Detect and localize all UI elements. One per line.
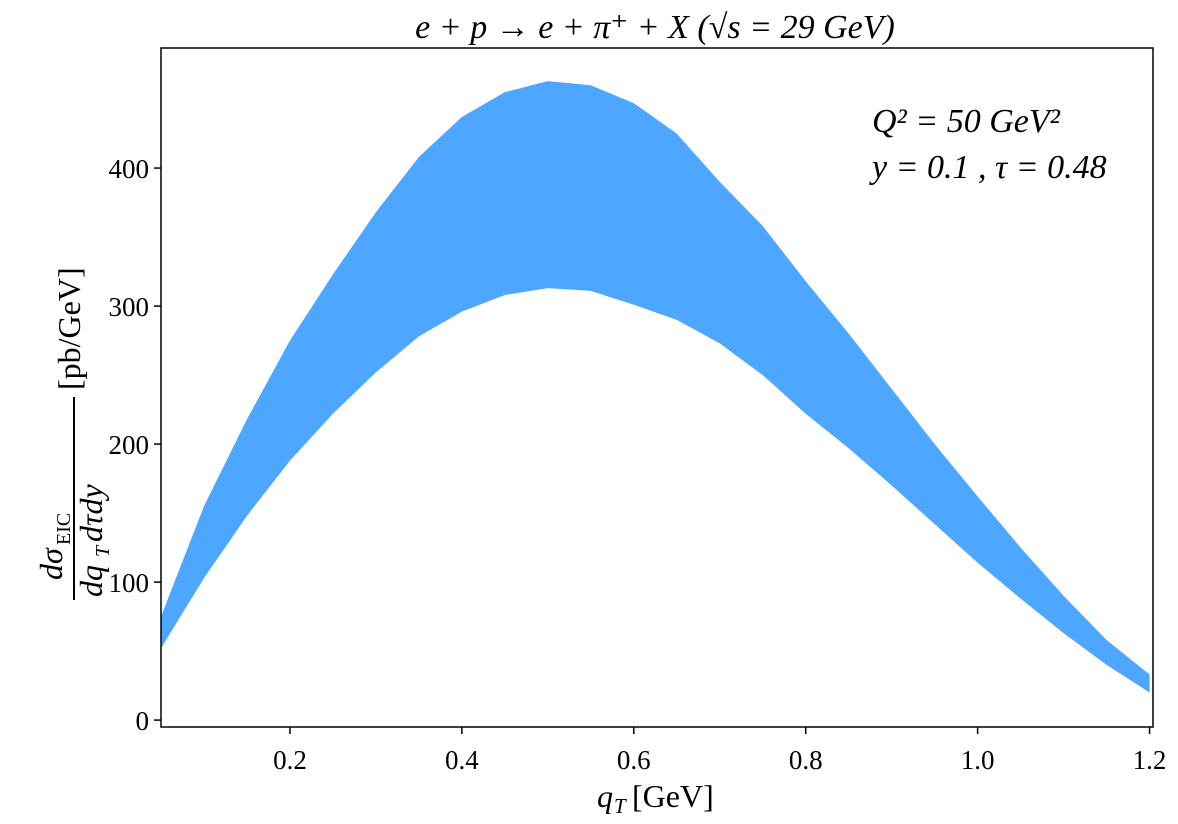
x-label-symbol: q (597, 778, 613, 814)
x-label-unit: [GeV] (632, 778, 714, 814)
uncertainty-band (161, 81, 1150, 693)
x-tick-label: 0.6 (617, 745, 651, 775)
y-axis-label: dσ EIC dq T dτdy [pb/GeV] (33, 267, 114, 600)
x-tick-label: 1.2 (1133, 745, 1167, 775)
y-tick-label: 200 (109, 430, 150, 460)
x-tick-label: 0.2 (273, 745, 307, 775)
y-tick-label: 0 (136, 706, 150, 736)
x-tick-label: 0.4 (445, 745, 479, 775)
y-label-numerator: dσ (33, 547, 69, 580)
x-axis-label: q T [GeV] (597, 778, 714, 818)
annotation: Q² = 50 GeV² (872, 103, 1061, 140)
y-label-unit: [pb/GeV] (51, 267, 87, 390)
y-tick-label: 300 (109, 292, 150, 322)
y-label-numerator-subscript: EIC (53, 513, 75, 545)
chart-title: e + p → e + π⁺ + X (√s = 29 GeV) (415, 9, 895, 46)
plot-frame (160, 47, 1154, 728)
y-tick-label: 100 (109, 568, 150, 598)
y-tick-label: 400 (109, 154, 150, 184)
y-label-denominator-subscript: T (92, 544, 114, 557)
y-label-denominator: dq (73, 565, 109, 597)
annotation: y = 0.1 , τ = 0.48 (869, 149, 1107, 186)
x-tick-label: 0.8 (789, 745, 823, 775)
x-tick-label: 1.0 (961, 745, 995, 775)
y-label-denominator-rest: dτdy (73, 484, 109, 542)
x-label-subscript: T (614, 794, 627, 818)
